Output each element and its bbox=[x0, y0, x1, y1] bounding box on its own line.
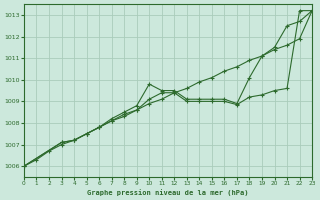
X-axis label: Graphe pression niveau de la mer (hPa): Graphe pression niveau de la mer (hPa) bbox=[87, 189, 249, 196]
